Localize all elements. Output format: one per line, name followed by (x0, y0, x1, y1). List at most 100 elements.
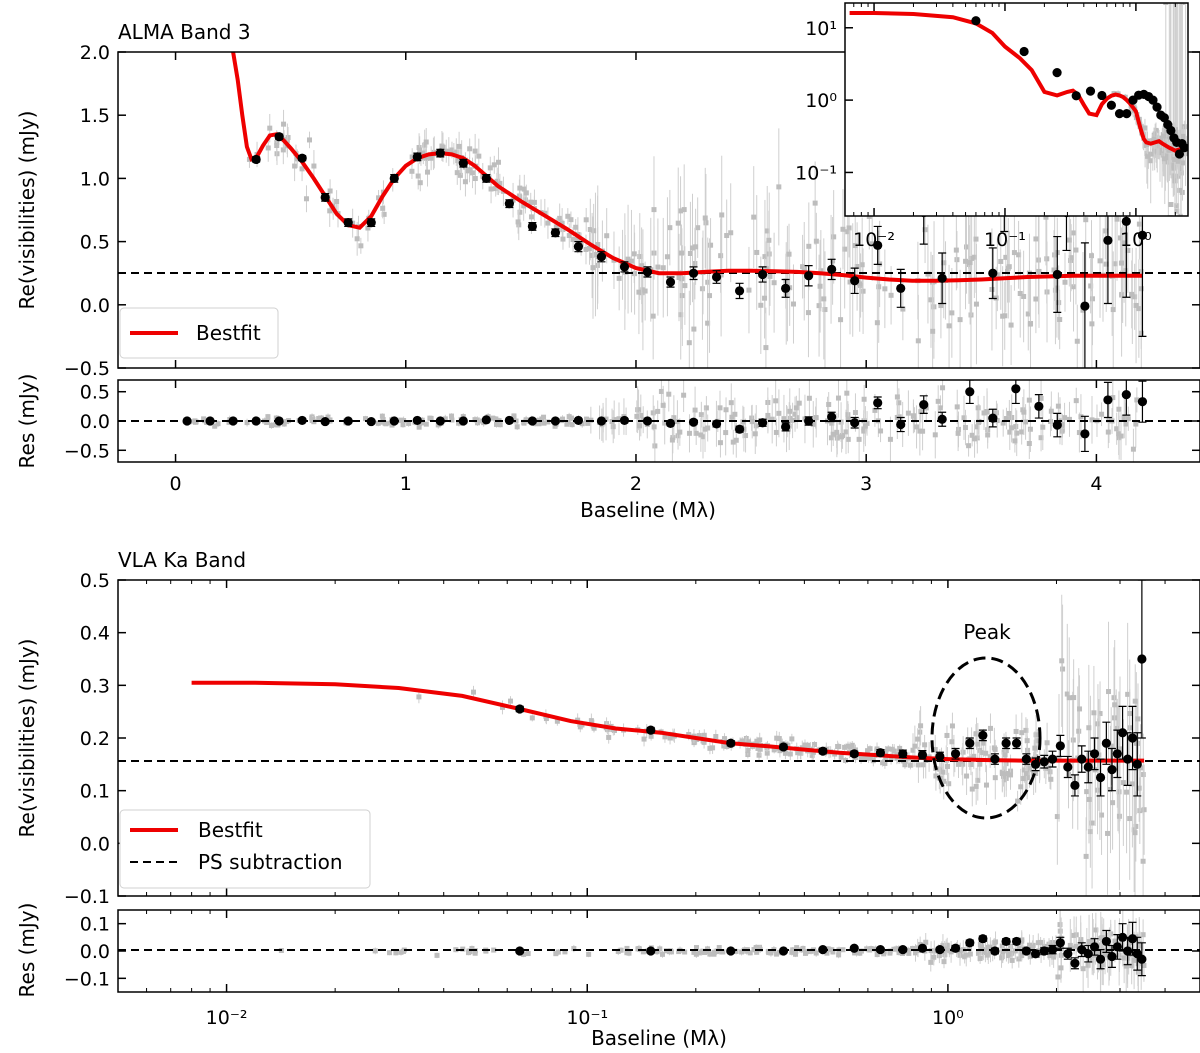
alma-visibility-point (280, 147, 286, 153)
alma-residual-point (449, 413, 455, 419)
alma-residual-point (1076, 430, 1082, 436)
alma-binned-point (573, 242, 584, 252)
alma-binned-point (850, 276, 860, 286)
alma-visibility-point (265, 145, 271, 151)
vla-visibility-point (1089, 820, 1095, 826)
alma-residual-point (568, 415, 574, 421)
alma-binned-point (642, 267, 653, 277)
inset-visibility-point (1171, 165, 1177, 171)
alma-visibility-point (455, 158, 461, 164)
vla-residual-point (659, 951, 665, 957)
alma-residual-point (966, 443, 972, 449)
vla-residual-point (1099, 935, 1105, 941)
vla-visibility-point (1064, 691, 1070, 697)
alma-residual-point (1040, 424, 1046, 430)
vla-residual-point (1027, 953, 1033, 959)
alma-residual-binned-point (688, 417, 699, 427)
alma-visibility-point (1062, 279, 1068, 285)
vla-residual-point (977, 941, 983, 947)
vla-residual-point (1140, 932, 1146, 938)
alma-residual-point (830, 431, 836, 437)
vla-residual-point (793, 948, 799, 954)
alma-residual-point (265, 414, 271, 420)
vla-residual-binned-point (1039, 946, 1049, 956)
inset-visibility-point (1168, 202, 1174, 208)
inset-visibility-point (1150, 151, 1156, 157)
alma-visibility-point (876, 284, 882, 290)
alma-binned-point (527, 221, 537, 232)
alma-residual-point (894, 394, 900, 400)
alma-residual-binned-point (573, 415, 584, 426)
vla-residual-point (472, 950, 478, 956)
vla-residual-point (624, 950, 630, 956)
inset-visibility-point (1153, 127, 1159, 133)
vla-binned-point (965, 738, 975, 748)
vla-binned-point (950, 749, 961, 759)
alma-visibility-point (285, 135, 291, 141)
vla-residual-binned-point (646, 946, 656, 956)
alma-visibility-point (1005, 268, 1011, 274)
vla-visibility-point (1027, 765, 1033, 771)
vla-residual-point (739, 949, 745, 955)
vla-visibility-point (575, 717, 581, 723)
alma-residual-point (856, 436, 862, 442)
vla-visibility-point (940, 769, 946, 775)
alma-binned-point (734, 286, 745, 296)
vla-visibility-point (771, 747, 777, 753)
vla-residual-point (906, 950, 912, 956)
alma-residual-point (1130, 446, 1136, 452)
alma-residual-point (579, 421, 585, 427)
alma-visibility-point (267, 125, 273, 131)
vla-residual-point (1141, 962, 1147, 968)
alma-visibility-point (545, 220, 551, 226)
alma-visibility-point (969, 255, 975, 261)
alma-visibility-point (495, 159, 501, 165)
alma-binned-point (389, 173, 399, 183)
alma-residual-point (887, 436, 893, 442)
alma-visibility-point (667, 225, 673, 231)
alma-residual-point (806, 395, 812, 401)
alma-visibility-point (1114, 216, 1120, 222)
alma-visibility-point (664, 254, 670, 260)
alma-visibility-point (719, 212, 725, 218)
alma-residual-point (878, 428, 884, 434)
inset-binned-point (1106, 100, 1117, 110)
alma-visibility-point (425, 169, 431, 175)
alma-residual-point (776, 410, 782, 416)
vla-res-xtick-label: 10⁻¹ (566, 1007, 608, 1029)
vla-visibility-point (787, 751, 793, 757)
vla-residual-point (981, 948, 987, 954)
alma-visibility-point (816, 303, 822, 309)
alma-residual-binned-point (1034, 401, 1044, 411)
vla-visibility-point (847, 744, 853, 750)
alma-inset-panel: 10⁻² 10⁻¹ 10⁰ 10⁻¹ 10⁰ 10¹ (795, 2, 1189, 251)
alma-residual-point (723, 430, 729, 436)
vla-visibility-point (662, 734, 668, 740)
alma-res-xtick-label: 0 (170, 473, 182, 495)
alma-residual-point (1026, 441, 1032, 447)
alma-residual-point (796, 400, 802, 406)
alma-visibility-point (859, 262, 865, 268)
vla-visibility-point (1059, 658, 1065, 664)
alma-residual-point (993, 410, 999, 416)
alma-visibility-point (1089, 321, 1095, 327)
alma-residual-point (749, 419, 755, 425)
alma-visibility-point (476, 153, 482, 159)
vla-residual-binned-point (1055, 938, 1065, 948)
alma-visibility-point (628, 258, 634, 264)
vla-visibility-point (1087, 829, 1093, 835)
vla-residual-point (525, 951, 531, 957)
alma-visibility-point (381, 211, 387, 217)
alma-residual-point (692, 407, 698, 413)
alma-residual-point (730, 439, 736, 445)
vla-residual-point (398, 949, 404, 955)
alma-visibility-point (922, 227, 928, 233)
vla-visibility-point (1113, 725, 1119, 731)
alma-visibility-point (573, 224, 579, 230)
vla-res-xtick-label: 10⁰ (932, 1007, 964, 1029)
alma-residual-point (380, 417, 386, 423)
vla-binned-point (1077, 754, 1087, 764)
vla-residual-point (754, 949, 760, 955)
alma-visibility-point (415, 173, 421, 179)
vla-residual-point (1030, 944, 1036, 950)
